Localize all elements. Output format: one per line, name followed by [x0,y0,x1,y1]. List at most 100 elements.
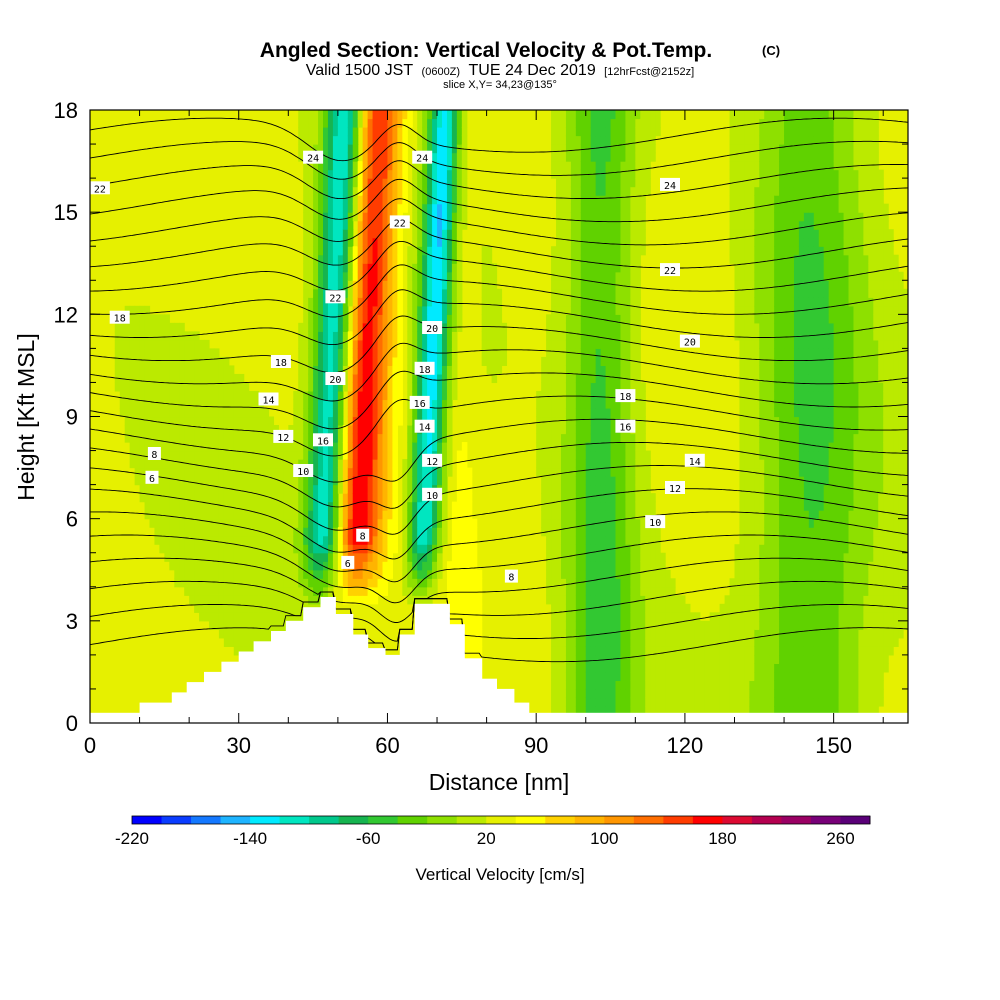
velocity-cell [412,459,418,469]
velocity-cell [635,305,641,315]
velocity-cell [600,501,607,511]
velocity-cell [288,578,294,588]
velocity-cell [600,127,607,137]
velocity-cell [303,110,309,120]
velocity-cell [248,544,255,554]
velocity-cell [149,425,156,435]
velocity-cell [427,220,433,230]
velocity-cell [313,178,319,188]
velocity-cell [536,467,542,477]
velocity-cell [332,382,339,392]
velocity-cell [590,314,597,324]
velocity-cell [179,399,185,409]
velocity-cell [422,220,428,230]
velocity-cell [313,510,319,520]
velocity-cell [441,178,448,188]
velocity-cell [412,288,418,298]
velocity-cell [461,118,468,128]
velocity-cell [699,646,706,656]
velocity-cell [233,407,240,418]
velocity-cell [298,561,304,571]
velocity-cell [565,493,572,503]
velocity-cell [605,331,612,341]
velocity-cell [600,484,607,494]
velocity-cell [635,425,641,435]
velocity-cell [650,688,656,699]
velocity-cell [189,382,195,392]
velocity-cell [625,501,631,511]
velocity-cell [575,442,582,452]
velocity-cell [238,637,245,647]
velocity-cell [610,118,617,128]
velocity-cell [565,271,572,281]
velocity-cell [456,288,463,298]
velocity-cell [541,527,547,537]
velocity-cell [590,339,597,349]
velocity-cell [417,161,423,171]
velocity-cell [605,229,612,239]
velocity-cell [660,561,666,571]
velocity-cell [332,118,339,128]
velocity-cell [679,688,686,699]
velocity-cell [124,348,131,358]
velocity-cell [134,339,141,349]
velocity-cell [620,586,627,596]
velocity-cell [169,552,175,562]
velocity-cell [347,467,354,477]
velocity-cell [392,254,398,264]
velocity-cell [739,680,745,690]
velocity-cell [456,263,463,273]
velocity-cell [585,442,592,452]
velocity-cell [218,459,225,469]
velocity-cell [744,501,750,511]
velocity-cell [610,433,617,443]
velocity-cell [585,135,592,145]
velocity-cell [313,212,319,222]
velocity-cell [268,450,275,460]
velocity-cell [486,348,493,358]
velocity-cell [491,271,498,281]
velocity-cell [729,144,736,154]
velocity-cell [377,127,384,137]
velocity-cell [223,399,230,409]
velocity-cell [640,544,646,554]
velocity-cell [159,450,165,460]
velocity-cell [556,331,562,341]
velocity-cell [635,152,641,162]
velocity-cell [739,697,745,707]
velocity-cell [645,595,651,605]
velocity-cell [551,527,557,537]
velocity-cell [551,161,557,171]
velocity-cell [451,271,458,281]
velocity-cell [446,595,453,605]
velocity-cell [303,297,309,307]
velocity-cell [432,442,438,452]
velocity-cell [293,603,299,613]
velocity-cell [253,450,260,460]
velocity-cell [114,339,121,349]
velocity-cell [560,697,567,707]
velocity-cell [139,399,146,409]
velocity-cell [620,493,627,503]
velocity-cell [729,127,736,137]
velocity-cell [377,271,384,281]
velocity-cell [278,459,284,469]
velocity-cell [674,603,681,613]
velocity-cell [253,510,260,520]
velocity-cell [645,527,651,537]
velocity-cell [610,373,617,384]
velocity-cell [194,399,200,409]
velocity-cell [565,535,572,545]
velocity-cell [595,348,602,358]
velocity-cell [238,382,245,392]
velocity-cell [739,263,745,273]
velocity-cell [357,229,364,239]
velocity-cell [595,144,602,154]
velocity-cell [610,561,617,571]
velocity-cell [204,476,210,486]
velocity-cell [184,382,190,392]
velocity-cell [323,390,329,401]
velocity-cell [422,118,428,128]
velocity-cell [392,271,398,281]
